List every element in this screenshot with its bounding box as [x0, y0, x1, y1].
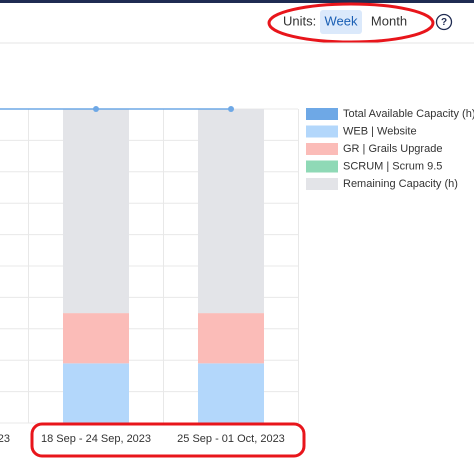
legend-label: Total Available Capacity (h) [343, 108, 474, 120]
week-button-label[interactable]: Week [325, 13, 358, 28]
capacity-point [93, 106, 99, 112]
bar-segment [198, 109, 264, 314]
legend-swatch [306, 143, 338, 155]
legend-label: Remaining Capacity (h) [343, 178, 458, 190]
week-button[interactable] [320, 10, 362, 34]
x-tick-label: 23 [0, 433, 10, 445]
help-icon-label[interactable]: ? [441, 17, 447, 28]
bar-segment [63, 109, 129, 314]
bar-segment [63, 363, 129, 423]
bar-segment [63, 313, 129, 364]
units-label: Units: [283, 13, 316, 28]
legend-swatch [306, 160, 338, 173]
capacity-point [228, 106, 234, 112]
legend-swatch [306, 108, 338, 120]
bar-segment [198, 313, 264, 364]
highlight-dates [30, 422, 306, 458]
legend-label: SCRUM | Scrum 9.5 [343, 160, 442, 172]
legend-label: WEB | Website [343, 125, 417, 137]
x-tick-label: 25 Sep - 01 Oct, 2023 [177, 433, 285, 445]
legend-swatch [306, 125, 338, 138]
top-bar [0, 0, 474, 3]
x-tick-label: 18 Sep - 24 Sep, 2023 [41, 433, 151, 445]
chart: 23 18 Sep - 24 Sep, 2023 25 Sep - 01 Oct, … [0, 106, 474, 445]
highlight-units [267, 2, 435, 44]
legend-swatch [306, 178, 338, 190]
legend-label: GR | Grails Upgrade [343, 143, 442, 155]
month-button-label[interactable]: Month [371, 13, 407, 28]
bar-segment [198, 363, 264, 423]
help-icon[interactable] [435, 13, 453, 31]
